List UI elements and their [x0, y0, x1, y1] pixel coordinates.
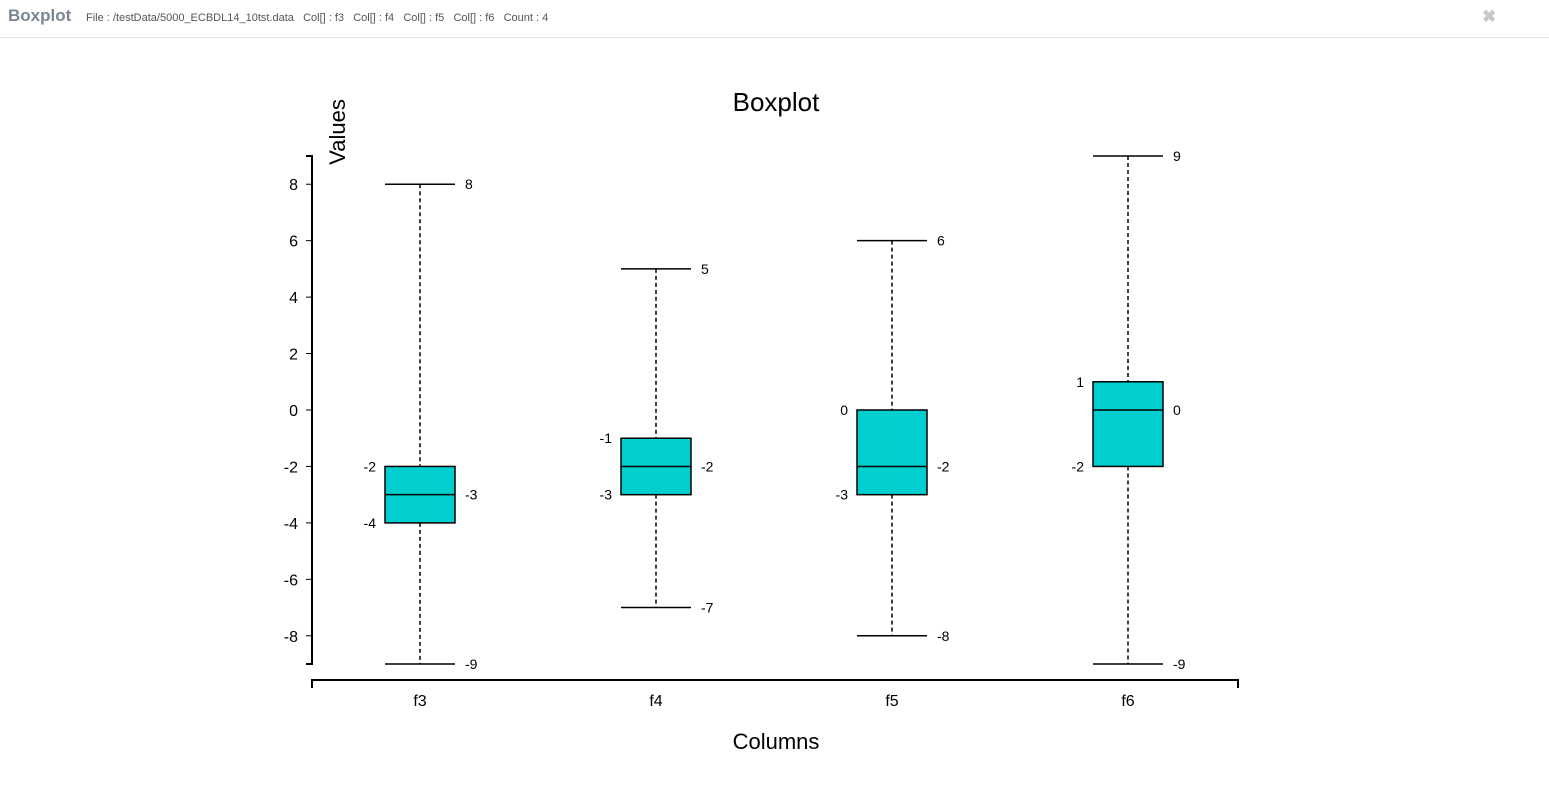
q3-label: 0: [840, 402, 848, 418]
x-axis-line: [311, 679, 1239, 688]
y-tick-label: 4: [289, 290, 298, 307]
q1-label: -3: [600, 487, 613, 503]
median-label: -3: [465, 487, 478, 503]
q1-label: -2: [1072, 458, 1085, 474]
min-label: -8: [937, 628, 950, 644]
x-tick-label: f3: [413, 693, 426, 710]
x-tick-label: f4: [649, 693, 662, 710]
iqr-box: [856, 409, 928, 496]
dialog-title: Boxplot: [8, 6, 72, 25]
q3-label: -1: [600, 430, 613, 446]
max-label: 9: [1173, 148, 1181, 164]
box-f3: 8 -9 -3 -2 -4: [364, 176, 478, 672]
max-label: 8: [465, 176, 473, 192]
min-label: -9: [465, 656, 478, 672]
y-tick-label: -6: [284, 572, 298, 589]
box-f6: 9 -9 0 1 -2: [1072, 148, 1186, 672]
median-label: -2: [701, 458, 714, 474]
chart-title: Boxplot: [733, 87, 820, 117]
max-label: 5: [701, 261, 709, 277]
iqr-box: [1092, 381, 1164, 468]
x-tick-label: f6: [1121, 693, 1134, 710]
q1-label: -3: [836, 487, 849, 503]
y-tick-label: -2: [284, 459, 298, 476]
y-tick-label: 2: [289, 347, 298, 364]
y-tick-label: 8: [289, 177, 298, 194]
q1-label: -4: [364, 515, 377, 531]
x-axis-label: Columns: [733, 729, 820, 754]
q3-label: 1: [1076, 374, 1084, 390]
median-label: 0: [1173, 402, 1181, 418]
x-tick-label: f5: [885, 693, 898, 710]
close-icon[interactable]: ✖: [1482, 7, 1497, 26]
y-axis: 8 6 4 2 0 -2 -4 -6 -8: [284, 155, 313, 665]
min-label: -7: [701, 600, 714, 616]
box-f5: 6 -8 -2 0 -3: [836, 233, 950, 644]
y-tick-label: -8: [284, 629, 298, 646]
q3-label: -2: [364, 458, 377, 474]
min-label: -9: [1173, 656, 1186, 672]
y-axis-label: Values: [325, 99, 350, 165]
y-tick-label: -4: [284, 516, 298, 533]
max-label: 6: [937, 233, 945, 249]
y-tick-label: 6: [289, 234, 298, 251]
dialog-header: Boxplot File : /testData/5000_ECBDL14_10…: [0, 0, 1549, 38]
box-f4: 5 -7 -2 -1 -3: [600, 261, 714, 616]
boxes-group: 8 -9 -3 -2 -4 5 -7 -2 -1 -3 6 -8 -2 0 -3 9 -9 0 1 -2: [364, 148, 1186, 672]
y-tick-label: 0: [289, 403, 298, 420]
file-info-text: File : /testData/5000_ECBDL14_10tst.data…: [86, 12, 549, 24]
median-label: -2: [937, 458, 950, 474]
x-axis: f3 f4 f5 f6: [311, 679, 1239, 710]
